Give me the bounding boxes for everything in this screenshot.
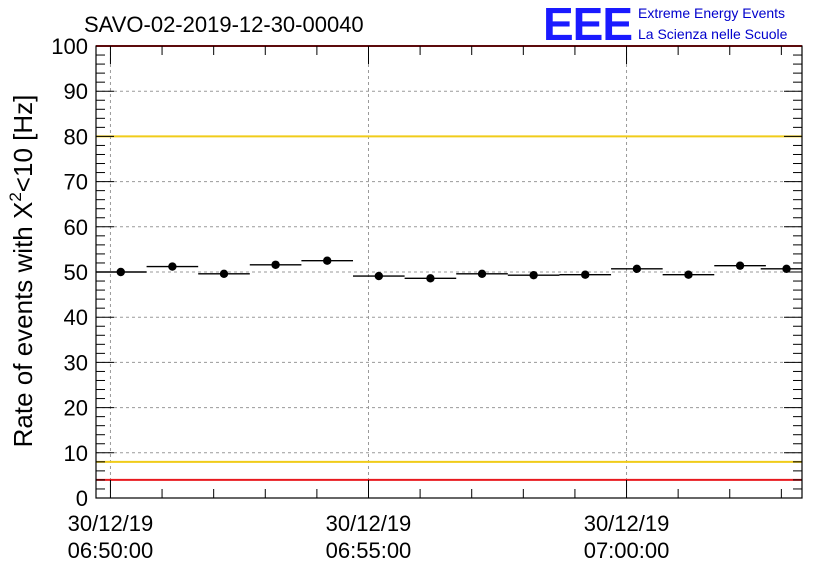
x-tick-label-date: 30/12/19: [326, 511, 412, 536]
x-tick-label-date: 30/12/19: [68, 511, 154, 536]
plot-frame: [95, 45, 803, 499]
y-axis-label-suffix: <10 [Hz]: [8, 95, 38, 193]
x-tick-label-time: 06:50:00: [68, 538, 154, 563]
reference-lines: [96, 45, 802, 481]
x-tick-label-time: 06:55:00: [326, 538, 412, 563]
grid: [96, 46, 802, 498]
data-point: [632, 264, 642, 274]
data-point: [426, 274, 435, 283]
y-tick-label: 80: [64, 124, 88, 149]
data-point: [529, 270, 538, 280]
data-point: [581, 270, 590, 279]
logo-line-1: Extreme Energy Events: [638, 5, 785, 21]
data-point: [219, 269, 229, 279]
x-tick-label-time: 07:00:00: [584, 538, 670, 563]
y-tick-labels: 0 10 20 30 40 50 60 70 80 90 100: [51, 34, 88, 511]
y-tick-label: 90: [64, 79, 88, 104]
y-tick-label: 40: [64, 305, 88, 330]
data-point: [271, 260, 280, 269]
data-points: [96, 256, 802, 283]
y-tick-label: 70: [64, 170, 88, 195]
y-tick-label: 100: [51, 34, 88, 59]
y-tick-label: 50: [64, 260, 88, 285]
data-point: [735, 261, 745, 270]
svg-text:Rate of events with X2<10 [Hz]: Rate of events with X2<10 [Hz]: [6, 95, 38, 448]
y-tick-label: 60: [64, 215, 88, 240]
y-axis-label-superscript: 2: [6, 192, 25, 201]
data-point: [116, 267, 125, 277]
y-axis-label-main: Rate of events with X: [8, 202, 38, 448]
data-point: [168, 262, 177, 271]
logo-letters: EEE: [543, 0, 632, 50]
chart-title: SAVO-02-2019-12-30-00040: [84, 12, 364, 37]
x-tick-labels: 30/12/1906:50:0030/12/1906:55:0030/12/19…: [68, 511, 670, 563]
data-point: [323, 256, 332, 265]
y-tick-label: 20: [64, 396, 88, 421]
data-point: [374, 271, 384, 281]
y-tick-label: 0: [76, 486, 88, 511]
eee-logo: EEE Extreme Energy Events La Scienza nel…: [543, 0, 788, 50]
data-point: [782, 264, 791, 274]
y-axis-label: Rate of events with X2<10 [Hz]: [6, 95, 38, 448]
logo-line-2: La Scienza nelle Scuole: [638, 26, 788, 42]
x-tick-label-date: 30/12/19: [584, 511, 670, 536]
y-tick-label: 10: [64, 441, 88, 466]
data-point: [477, 269, 487, 279]
y-tick-label: 30: [64, 350, 88, 375]
axis-ticks: [96, 45, 802, 499]
data-point: [684, 270, 693, 279]
